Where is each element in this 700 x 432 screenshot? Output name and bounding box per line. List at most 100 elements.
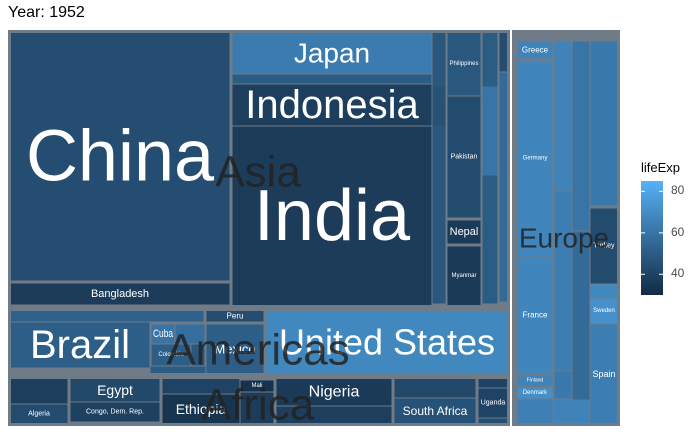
group-frame-africa bbox=[8, 376, 510, 426]
tile-label-india: India bbox=[254, 176, 411, 256]
tile-label-denmark: Denmark bbox=[523, 390, 548, 396]
treemap-tile-uganda bbox=[478, 388, 508, 418]
group-frame-europe bbox=[512, 30, 620, 426]
treemap-tile-minor bbox=[590, 284, 618, 298]
treemap-tile-peru bbox=[206, 310, 264, 322]
treemap-tile-minor bbox=[478, 418, 508, 424]
treemap-tile-minor bbox=[499, 32, 509, 72]
tile-label-japan: Japan bbox=[294, 38, 370, 69]
tile-label-uganda: Uganda bbox=[481, 400, 506, 407]
treemap-tile-minor bbox=[175, 324, 205, 344]
treemap-tile-pakistan bbox=[447, 96, 481, 218]
treemap-tile-myanmar bbox=[447, 246, 481, 306]
tile-label-germany: Germany bbox=[523, 156, 548, 162]
tile-label-myanmar: Myanmar bbox=[451, 273, 476, 279]
legend-tick-label: 80 bbox=[671, 183, 685, 198]
treemap-tile-cuba bbox=[151, 324, 175, 344]
treemap-tile-germany bbox=[517, 61, 553, 256]
treemap-tile-minor bbox=[150, 366, 206, 374]
treemap-tile-minor bbox=[232, 74, 432, 84]
tile-label-greece: Greece bbox=[522, 46, 549, 55]
treemap-tile-brazil bbox=[10, 322, 150, 368]
legend-title: lifeExp bbox=[641, 160, 681, 175]
group-label-europe: Europe bbox=[519, 223, 609, 254]
legend-tick-label: 60 bbox=[671, 224, 685, 239]
treemap-tile-minor bbox=[572, 231, 590, 401]
group-frame-americas bbox=[8, 308, 510, 376]
treemap-tile-greece bbox=[517, 41, 553, 59]
treemap-tile-minor bbox=[554, 371, 572, 399]
tile-label-brazil: Brazil bbox=[30, 323, 130, 367]
treemap-tile-indonesia bbox=[232, 84, 432, 126]
treemap-tile-nepal bbox=[447, 220, 481, 244]
tile-label-mali: Mali bbox=[251, 383, 262, 389]
tile-label-nigeria: Nigeria bbox=[309, 384, 360, 401]
chart-title: Year: 1952 bbox=[8, 4, 85, 21]
treemap-tile-minor bbox=[432, 32, 446, 304]
treemap-tile-south-africa bbox=[394, 398, 476, 424]
tile-label-spain: Spain bbox=[592, 369, 615, 379]
treemap-tile-turkey bbox=[590, 208, 618, 284]
treemap-tile-minor bbox=[162, 378, 240, 394]
treemap-tile-minor bbox=[10, 378, 68, 404]
tile-label-cuba: Cuba bbox=[153, 328, 174, 340]
treemap-tile-algeria bbox=[10, 404, 68, 424]
treemap-tile-sweden bbox=[590, 298, 618, 324]
treemap-tile-spain bbox=[590, 324, 618, 424]
treemap-tile-minor bbox=[276, 406, 392, 424]
treemap-tile-mali bbox=[240, 380, 274, 392]
treemap-tile-minor bbox=[499, 72, 509, 302]
treemap-tile-minor bbox=[240, 392, 274, 424]
tile-label-mexico: Mexico bbox=[214, 342, 255, 357]
treemap-tile-egypt bbox=[70, 378, 160, 402]
treemap-tile-denmark bbox=[517, 387, 553, 399]
treemap-tile-colombia bbox=[151, 344, 191, 366]
group-frame-asia bbox=[8, 30, 510, 308]
treemap-tile-ethiopia bbox=[162, 394, 240, 424]
treemap-tile-congo-dem-rep bbox=[70, 402, 160, 422]
treemap-tile-minor bbox=[432, 86, 446, 126]
treemap-tile-france bbox=[517, 256, 553, 374]
tile-label-turkey: Turkey bbox=[593, 243, 615, 250]
tile-label-nepal: Nepal bbox=[450, 226, 479, 238]
treemap-tile-india bbox=[232, 126, 432, 306]
group-label-africa: Africa bbox=[202, 381, 315, 430]
tile-label-congo-dem-rep: Congo, Dem. Rep. bbox=[86, 409, 144, 416]
tile-label-indonesia: Indonesia bbox=[245, 83, 419, 127]
treemap-tile-china bbox=[10, 32, 230, 281]
treemap-tile-minor bbox=[554, 191, 572, 371]
legend-tick-label: 40 bbox=[671, 266, 685, 281]
group-label-asia: Asia bbox=[215, 148, 301, 197]
treemap-tile-bangladesh bbox=[10, 283, 230, 305]
tile-label-sweden: Sweden bbox=[593, 308, 615, 314]
treemap-tile-minor bbox=[482, 86, 498, 176]
treemap-tile-nigeria bbox=[276, 378, 392, 406]
tile-label-colombia: Colombia bbox=[158, 352, 184, 358]
tile-label-philippines: Philippines bbox=[449, 61, 478, 67]
tile-label-finland: Finland bbox=[527, 378, 544, 384]
treemap-tile-minor bbox=[10, 310, 204, 322]
treemap-tile-minor bbox=[553, 399, 590, 424]
treemap-tile-minor bbox=[394, 378, 476, 398]
treemap-tile-mexico bbox=[206, 324, 264, 374]
tile-label-pakistan: Pakistan bbox=[451, 154, 478, 161]
treemap-tile-minor bbox=[554, 41, 572, 191]
treemap-tile-philippines bbox=[447, 32, 481, 96]
treemap-tile-minor bbox=[478, 378, 508, 388]
tile-label-algeria: Algeria bbox=[28, 411, 50, 418]
treemap-tile-minor bbox=[517, 399, 553, 424]
treemap-tile-minor bbox=[572, 41, 590, 231]
tile-label-france: France bbox=[523, 311, 548, 320]
legend-colorbar bbox=[641, 181, 663, 295]
group-label-americas: Americas bbox=[166, 326, 349, 375]
treemap-tile-japan bbox=[232, 32, 432, 74]
tile-label-united-states: United States bbox=[279, 322, 495, 363]
tile-label-bangladesh: Bangladesh bbox=[91, 288, 149, 300]
tile-label-ethiopia: Ethiopia bbox=[176, 401, 227, 417]
treemap-tile-finland bbox=[517, 375, 553, 386]
tile-label-china: China bbox=[26, 117, 215, 197]
treemap-tile-minor bbox=[191, 344, 205, 366]
treemap-tile-united-states bbox=[266, 310, 508, 374]
tile-label-south-africa: South Africa bbox=[403, 404, 468, 418]
